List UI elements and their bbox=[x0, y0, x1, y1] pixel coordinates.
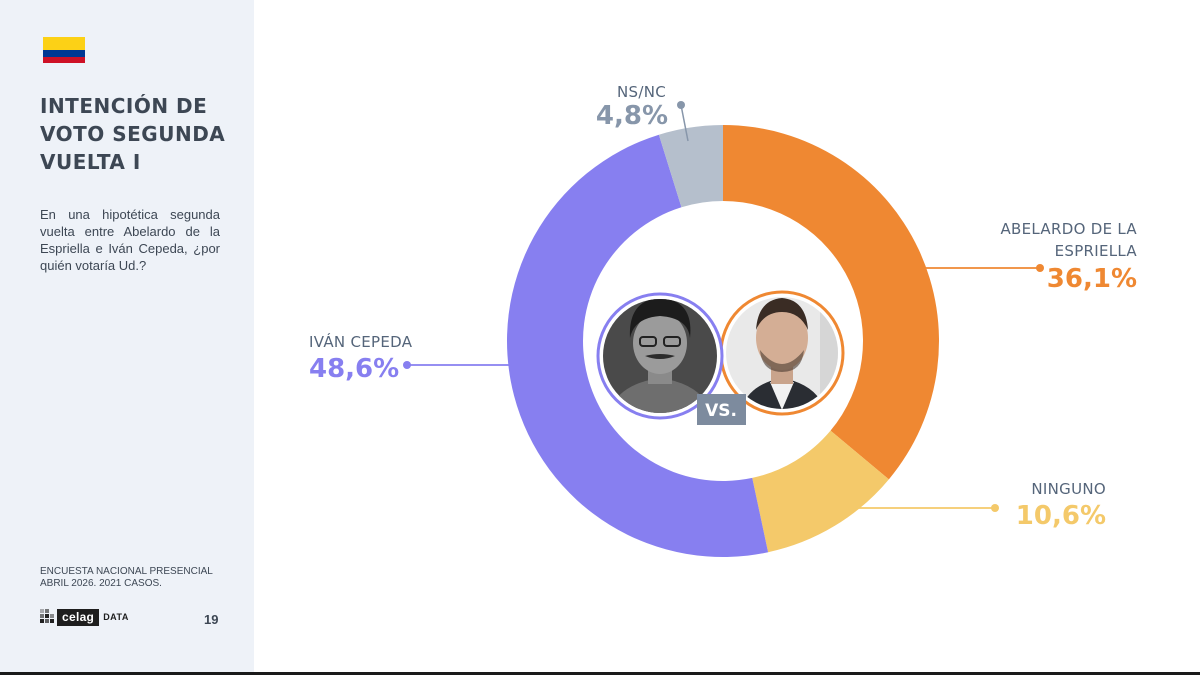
flag-yellow-stripe bbox=[43, 37, 85, 50]
candidate-portraits: VS. bbox=[596, 290, 845, 425]
donut-slice-ninguno bbox=[752, 430, 889, 553]
sidebar-panel: INTENCIÓN DE VOTO SEGUNDA VUELTA I En un… bbox=[0, 0, 254, 672]
slice-name-label: ABELARDO DE LA bbox=[1001, 220, 1138, 238]
slice-name-label: NINGUNO bbox=[1031, 480, 1106, 498]
vs-badge bbox=[697, 394, 746, 425]
question-text: En una hipotética segunda vuelta entre A… bbox=[40, 207, 220, 273]
colombia-flag-icon bbox=[43, 37, 85, 63]
slice-name-label: ESPRIELLA bbox=[1055, 242, 1138, 260]
flag-blue-stripe bbox=[43, 50, 85, 57]
vs-label: VS. bbox=[705, 401, 737, 421]
celag-data-logo: celag DATA bbox=[40, 608, 129, 626]
slice-value-label: 36,1% bbox=[1047, 264, 1137, 294]
bottom-rule bbox=[0, 672, 1200, 675]
slice-name-label: IVÁN CEPEDA bbox=[309, 332, 413, 351]
logo-suffix: DATA bbox=[103, 612, 129, 622]
leader-dot bbox=[677, 101, 685, 109]
slice-name-label: NS/NC bbox=[617, 83, 666, 101]
slice-value-label: 10,6% bbox=[1016, 501, 1106, 531]
donut-slice-iv-n-cepeda bbox=[506, 134, 769, 558]
survey-footnote: ENCUESTA NACIONAL PRESENCIAL ABRIL 2026.… bbox=[40, 566, 213, 589]
slide-title: INTENCIÓN DE VOTO SEGUNDA VUELTA I bbox=[40, 94, 226, 174]
slice-value-label: 4,8% bbox=[596, 101, 668, 131]
logo-name: celag bbox=[57, 608, 100, 626]
leader-dot bbox=[991, 504, 999, 512]
page-number: 19 bbox=[204, 612, 219, 627]
leader-dot bbox=[1036, 264, 1044, 272]
donut-slice-ns-nc bbox=[658, 125, 723, 208]
donut-slice-abelardo-de-la-espriella bbox=[723, 125, 940, 480]
leader-dot bbox=[403, 361, 411, 369]
leader-line bbox=[680, 104, 689, 142]
slice-value-label: 48,6% bbox=[309, 354, 399, 384]
flag-red-stripe bbox=[43, 56, 85, 63]
pixel-logo-icon bbox=[40, 609, 54, 625]
